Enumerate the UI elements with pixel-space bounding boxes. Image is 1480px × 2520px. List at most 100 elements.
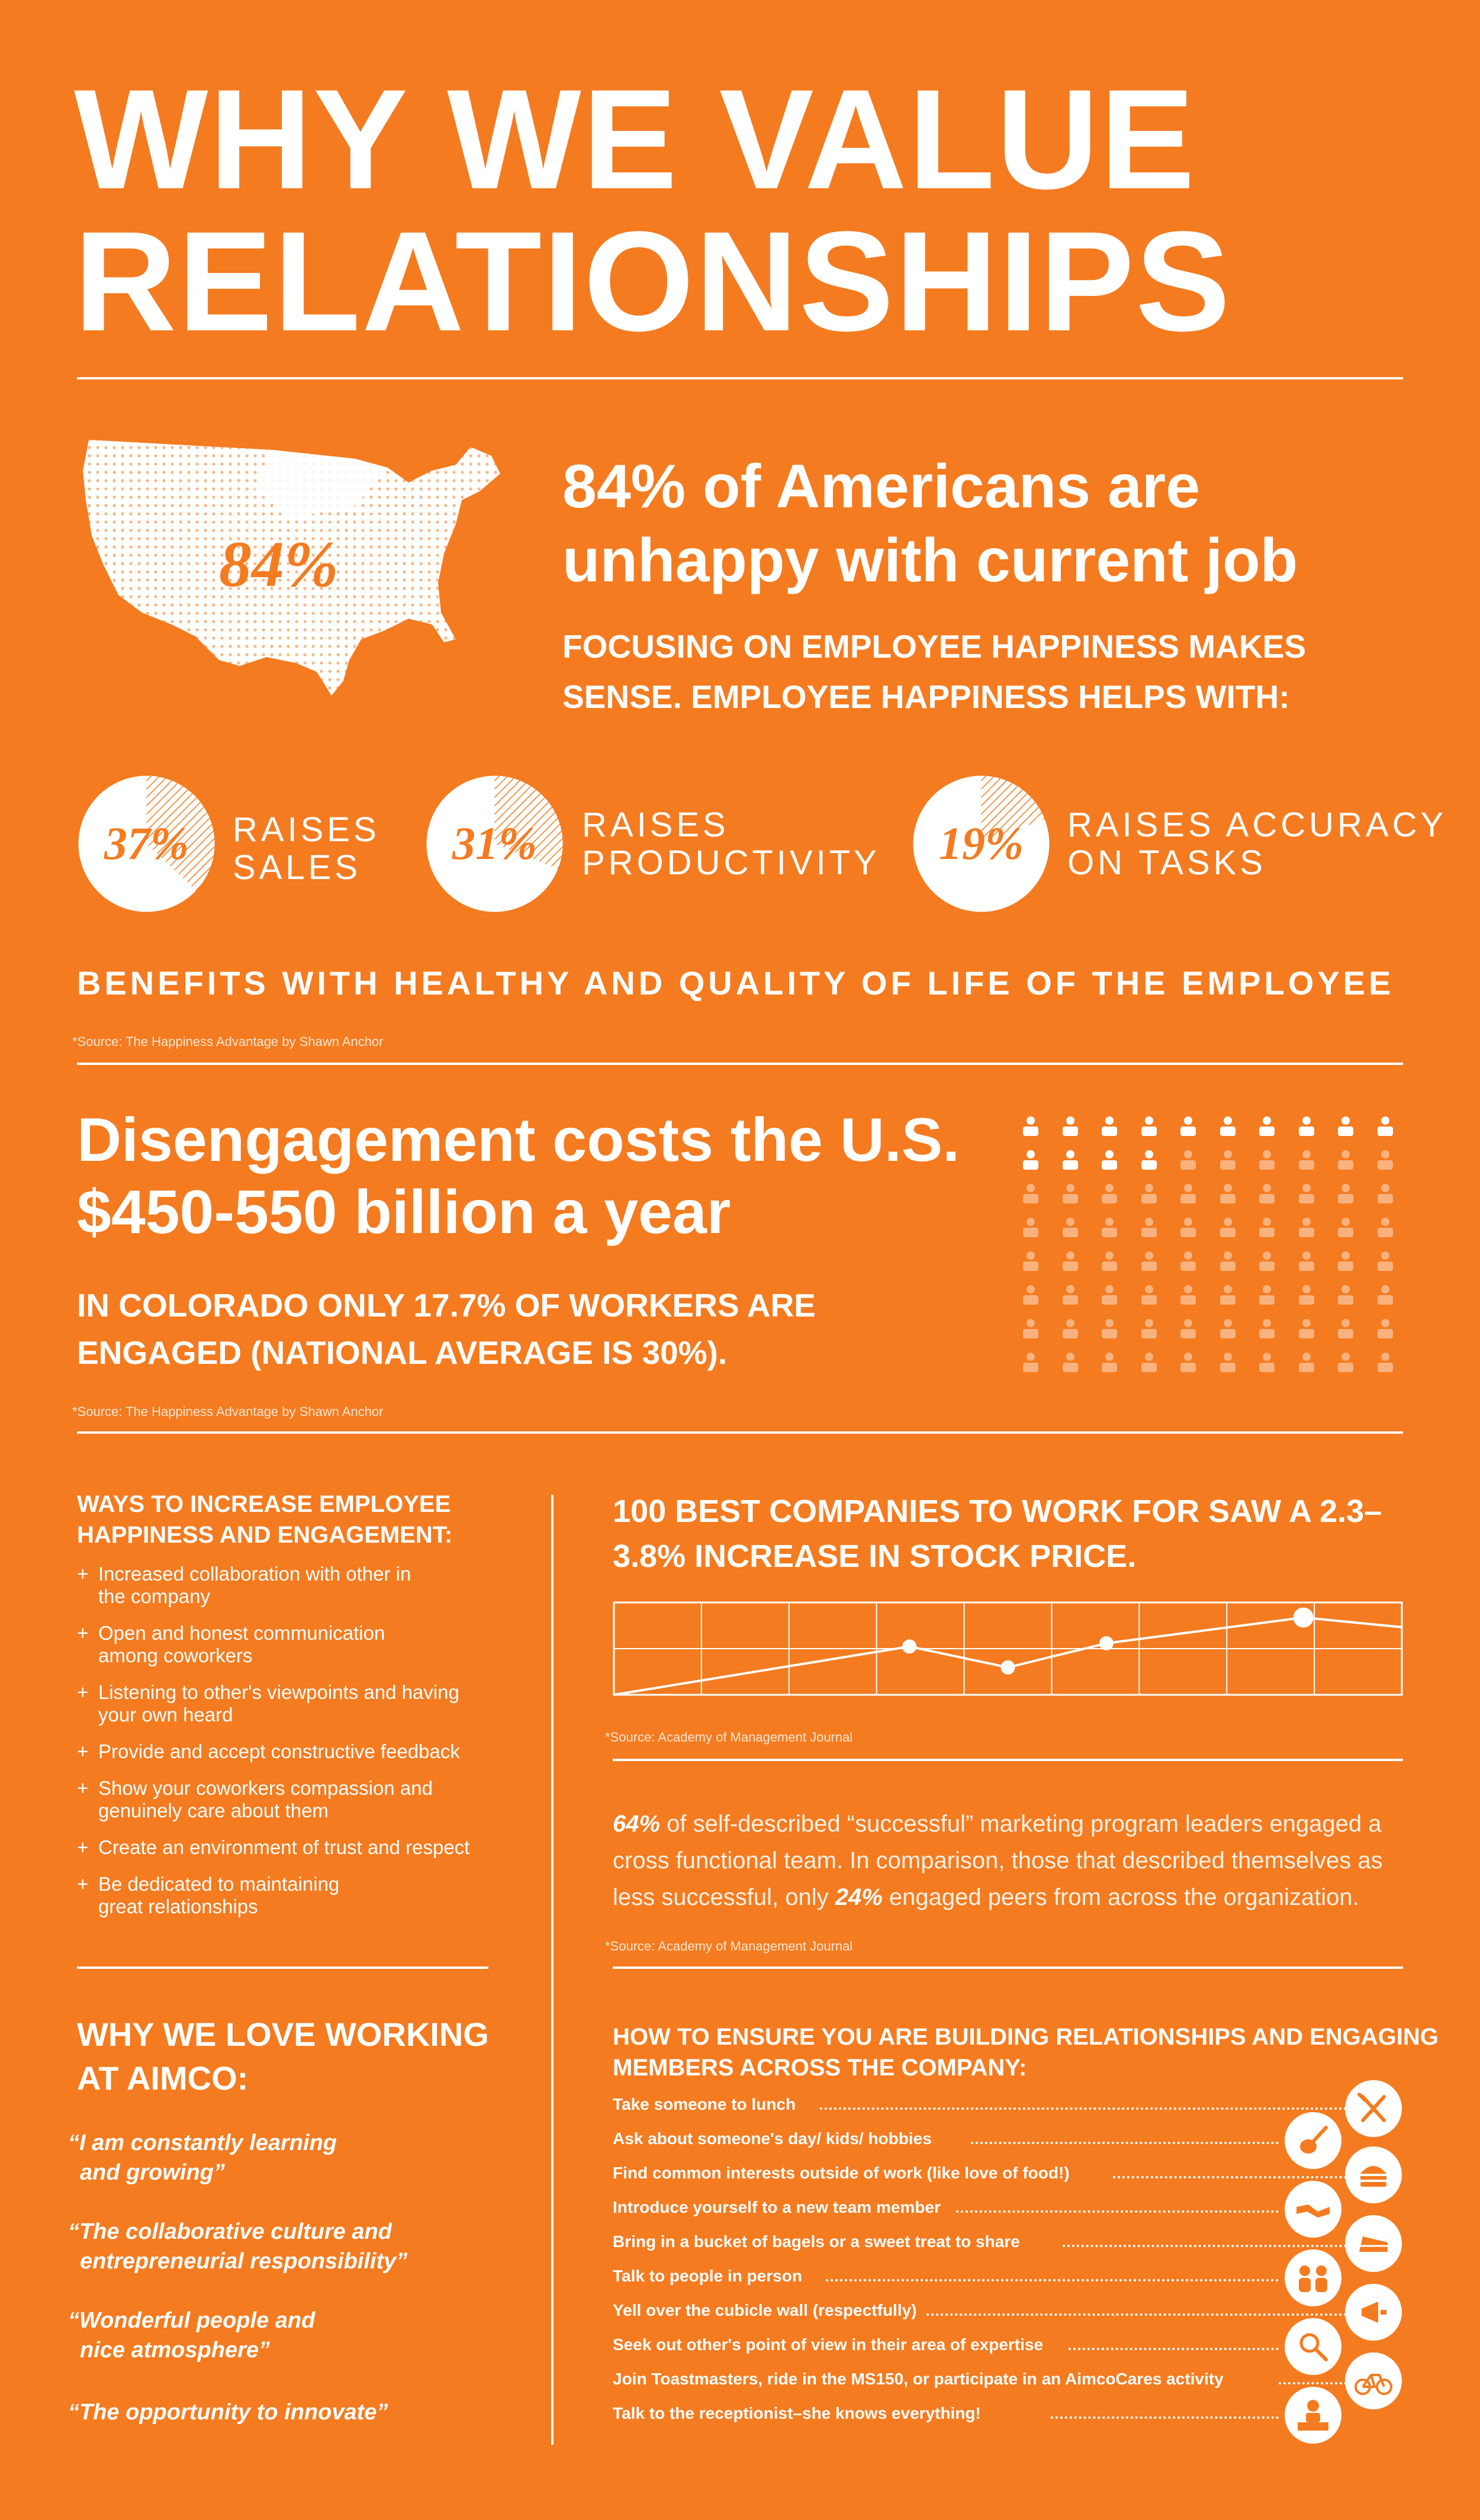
- disengagement-headline: Disengagement costs the U.S. $450-550 bi…: [77, 1106, 960, 1247]
- list-item-text: great relationships: [98, 1895, 258, 1917]
- person-icon: [1336, 1217, 1355, 1238]
- pie-caption-line: RAISES: [582, 806, 729, 844]
- quote-line: “I am constantly learning: [68, 2130, 337, 2155]
- person-icon: [1021, 1183, 1040, 1205]
- person-icon: [1297, 1217, 1316, 1238]
- person-icon: [1376, 1183, 1395, 1205]
- person-icon: [1061, 1285, 1080, 1306]
- utensils-icon: [1345, 2080, 1402, 2137]
- person-icon: [1100, 1183, 1119, 1205]
- person-icon: [1297, 1183, 1316, 1205]
- person-icon: [1257, 1285, 1276, 1306]
- person-icon: [1061, 1318, 1080, 1340]
- howto-heading: HOW TO ENSURE YOU ARE BUILDING RELATIONS…: [613, 2024, 1439, 2081]
- pie-slice: [981, 775, 1045, 844]
- person-icon: [1218, 1150, 1237, 1171]
- person-icon: [1100, 1217, 1119, 1238]
- person-icon: [1376, 1251, 1395, 1272]
- pie-percent-label: 37%: [104, 818, 189, 869]
- pie-caption-sales: RAISES SALES: [233, 811, 380, 887]
- person-icon: [1218, 1251, 1237, 1272]
- map-percentage-label: 84%: [219, 528, 339, 600]
- ways-heading: WAYS TO INCREASE EMPLOYEE HAPPINESS AND …: [77, 1491, 453, 1548]
- dotted-leader: [1113, 2176, 1347, 2178]
- person-icon: [1376, 1352, 1395, 1373]
- stat-24: 24%: [835, 1884, 883, 1910]
- person-icon: [1021, 1352, 1040, 1373]
- person-icon: [1140, 1352, 1159, 1373]
- pie-percent-label: 19%: [939, 818, 1024, 869]
- person-icon: [1140, 1251, 1159, 1272]
- plus-icon: +: [77, 1873, 89, 1895]
- divider: [77, 1063, 1403, 1065]
- list-item-text: Open and honest communication: [98, 1622, 385, 1644]
- quote-line: nice atmosphere”: [80, 2338, 270, 2363]
- person-icon: [1179, 1285, 1198, 1306]
- person-icon: [1297, 1318, 1316, 1340]
- data-point: [1099, 1636, 1114, 1650]
- person-icon: [1336, 1352, 1355, 1373]
- tip-text: Yell over the cubicle wall (respectfully…: [613, 2301, 917, 2319]
- benefits-heading: BENEFITS WITH HEALTHY AND QUALITY OF LIF…: [77, 964, 1395, 1002]
- quote-line: “The opportunity to innovate”: [68, 2400, 388, 2425]
- person-icon: [1218, 1183, 1237, 1205]
- unhappy-subhead: FOCUSING ON EMPLOYEE HAPPINESS MAKES SEN…: [562, 628, 1307, 715]
- engagement-paragraph: 64% of self-described “successful” marke…: [613, 1805, 1418, 1916]
- page-title: WHY WE VALUE RELATIONSHIPS: [74, 68, 1436, 352]
- divider: [613, 1967, 1403, 1969]
- us-map-graphic: [77, 435, 509, 707]
- data-point: [902, 1639, 917, 1654]
- tip-text: Join Toastmasters, ride in the MS150, or…: [613, 2370, 1224, 2388]
- magnifier-icon: [1285, 2318, 1341, 2375]
- person-icon: [1218, 1116, 1237, 1137]
- person-icon: [1336, 1150, 1355, 1171]
- pie-chart-sales: 37%: [77, 774, 216, 913]
- people-talking-icon: [1285, 2249, 1341, 2306]
- pie-chart-productivity: 31%: [425, 774, 564, 913]
- divider: [77, 1431, 1403, 1434]
- person-icon: [1061, 1352, 1080, 1373]
- person-icon: [1218, 1352, 1237, 1373]
- list-item: + Show your coworkers compassion and genui…: [77, 1777, 539, 1822]
- person-icon: [1336, 1285, 1355, 1306]
- pie-caption-line: PRODUCTIVITY: [582, 844, 880, 882]
- title-line-2: RELATIONSHIPS: [74, 202, 1232, 361]
- person-icon: [1257, 1150, 1276, 1171]
- person-icon: [1021, 1116, 1040, 1137]
- disengagement-subhead: IN COLORADO ONLY 17.7% OF WORKERS ARE EN…: [77, 1287, 816, 1371]
- person-icon: [1257, 1116, 1276, 1137]
- person-icon: [1376, 1318, 1395, 1340]
- pie-caption-accuracy: RAISES ACCURACY ON TASKS: [1067, 806, 1447, 882]
- data-point: [1293, 1607, 1314, 1628]
- person-icon: [1100, 1352, 1119, 1373]
- person-icon: [1021, 1285, 1040, 1306]
- pie-percent-label: 31%: [452, 818, 537, 869]
- list-item-text: your own heard: [98, 1704, 233, 1726]
- person-icon: [1297, 1352, 1316, 1373]
- person-icon: [1179, 1318, 1198, 1340]
- divider: [77, 377, 1403, 379]
- person-icon: [1376, 1285, 1395, 1306]
- receptionist-icon: [1285, 2387, 1341, 2444]
- person-icon: [1336, 1318, 1355, 1340]
- person-icon: [1021, 1318, 1040, 1340]
- plus-icon: +: [77, 1681, 89, 1703]
- tip-text: Take someone to lunch: [613, 2095, 796, 2113]
- people-grid: [1021, 1116, 1400, 1382]
- person-icon: [1100, 1116, 1119, 1137]
- paragraph-text: engaged peers from across the organizati…: [882, 1884, 1359, 1910]
- person-icon: [1179, 1251, 1198, 1272]
- paragraph-text: of self-described “successful” marketing…: [613, 1811, 1383, 1910]
- stat-64: 64%: [613, 1811, 661, 1837]
- tip-text: Seek out other's point of view in their …: [613, 2335, 1044, 2354]
- plus-icon: +: [77, 1777, 89, 1799]
- person-icon: [1100, 1150, 1119, 1171]
- list-item-text: Be dedicated to maintaining: [98, 1873, 340, 1895]
- title-line-1: WHY WE VALUE: [74, 60, 1196, 218]
- list-item-text: Show your coworkers compassion and: [98, 1777, 433, 1799]
- dotted-leader: [826, 2279, 1279, 2281]
- divider: [77, 1967, 488, 1969]
- data-point: [1000, 1660, 1015, 1675]
- person-icon: [1140, 1217, 1159, 1238]
- unhappy-headline: 84% of Americans are unhappy with curren…: [562, 452, 1298, 595]
